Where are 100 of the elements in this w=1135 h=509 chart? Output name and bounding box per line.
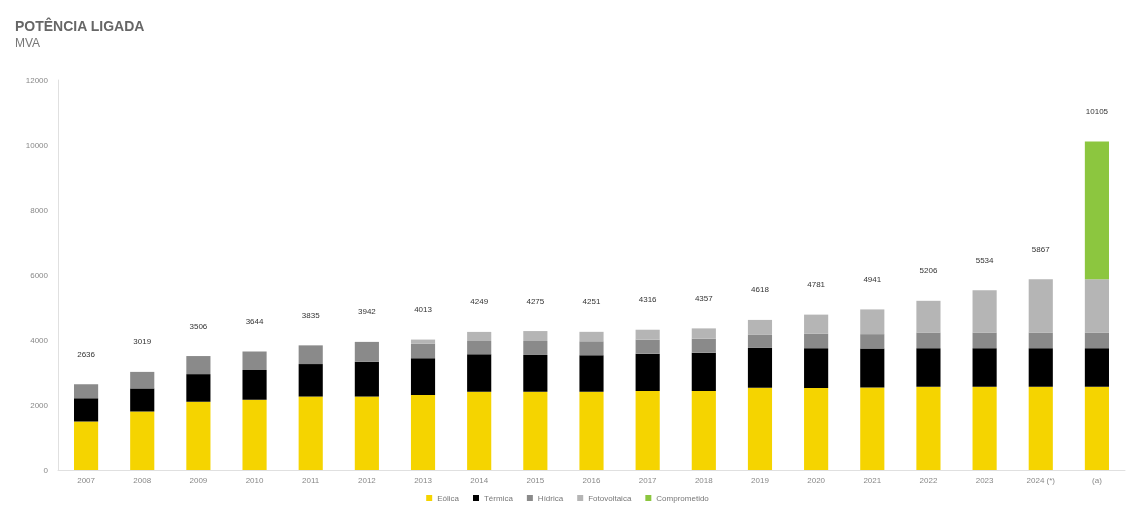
x-tick-label: 2013 [414, 475, 433, 485]
bar [130, 371, 155, 389]
bar [691, 352, 716, 392]
bar [354, 396, 379, 470]
bar [74, 398, 99, 422]
total-label: 3644 [245, 317, 264, 327]
total-label: 4781 [807, 280, 826, 290]
bar [635, 391, 660, 470]
bar [186, 374, 211, 402]
bar [242, 369, 267, 400]
bar [354, 361, 379, 397]
total-label: 5206 [919, 266, 938, 276]
bar [804, 333, 829, 349]
bar [523, 340, 548, 355]
bar [186, 401, 211, 470]
x-tick-label: 2011 [302, 475, 320, 485]
bar [1084, 279, 1109, 333]
bar [972, 386, 997, 470]
bar [298, 364, 323, 397]
bar [410, 339, 436, 344]
x-tick-label: 2007 [77, 475, 96, 485]
total-label: 4618 [751, 285, 770, 295]
bar [916, 300, 941, 333]
bar [298, 396, 323, 470]
x-tick-label: 2015 [526, 475, 545, 485]
total-label: 4316 [638, 295, 658, 305]
bar [860, 387, 885, 470]
bar [298, 345, 323, 365]
x-tick-label: 2016 [582, 475, 601, 485]
bar [1084, 141, 1109, 280]
y-tick-label: 2000 [30, 400, 49, 410]
bar [804, 388, 829, 470]
bar [635, 329, 660, 340]
bar [916, 386, 941, 470]
x-tick-label: 2020 [807, 475, 826, 485]
total-label: 3019 [133, 337, 152, 347]
bar [916, 348, 941, 387]
bar [74, 421, 99, 470]
bar [523, 391, 548, 470]
bar [860, 334, 885, 349]
x-tick-label: 2018 [694, 475, 714, 485]
bar [972, 348, 997, 387]
bar [804, 314, 829, 334]
y-tick-label: 10000 [25, 140, 49, 150]
x-tick-label: 2012 [357, 475, 377, 485]
bar [579, 331, 604, 342]
bar [467, 331, 492, 341]
bar [691, 391, 716, 470]
total-label: 3835 [301, 310, 321, 320]
bar [523, 354, 548, 392]
chart-title: POTÊNCIA LIGADA [15, 17, 145, 34]
bar [579, 355, 604, 392]
total-label: 4275 [526, 296, 545, 306]
legend-label: Comprometido [656, 493, 710, 503]
bar [804, 348, 829, 389]
total-label: 4013 [414, 305, 433, 315]
x-tick-label: 2009 [189, 475, 208, 485]
bar [747, 347, 773, 388]
bar [467, 391, 492, 470]
total-label: 3506 [189, 321, 208, 331]
bar [972, 332, 997, 349]
bar [635, 353, 660, 392]
x-tick-label: (a) [1092, 475, 1103, 485]
bar [242, 351, 267, 370]
legend-label: Térmica [483, 493, 514, 503]
bar [1084, 386, 1109, 470]
bar [579, 341, 604, 356]
bar [74, 384, 99, 399]
bar [1084, 348, 1109, 387]
bar [635, 339, 660, 354]
x-tick-label: 2022 [919, 475, 938, 485]
bar [523, 331, 548, 341]
x-tick-label: 2019 [751, 475, 770, 485]
chart-subtitle: MVA [15, 36, 41, 50]
bar [691, 338, 716, 353]
y-tick-label: 0 [43, 465, 49, 475]
total-label: 4357 [694, 293, 714, 303]
legend-label: Eólica [437, 493, 460, 503]
total-label: 4251 [582, 297, 601, 307]
total-label: 3942 [357, 307, 377, 317]
bar [467, 340, 492, 355]
bar [242, 399, 267, 470]
bar [130, 388, 155, 412]
bar [916, 332, 941, 349]
y-tick-label: 6000 [30, 270, 49, 280]
bar [860, 348, 885, 388]
x-tick-label: 2023 [975, 475, 995, 485]
x-tick-label: 2024 (*) [1026, 475, 1056, 485]
bar [1028, 386, 1053, 470]
bar [747, 319, 773, 335]
total-label: 2636 [77, 349, 96, 359]
x-tick-label: 2008 [133, 475, 152, 485]
legend-label: Fotovoltaica [588, 493, 632, 503]
y-tick-label: 4000 [30, 335, 49, 345]
bar [354, 341, 379, 362]
bar [691, 328, 716, 339]
bar [747, 387, 773, 470]
bar [410, 343, 436, 359]
bar [1084, 332, 1109, 349]
bar [747, 334, 773, 348]
